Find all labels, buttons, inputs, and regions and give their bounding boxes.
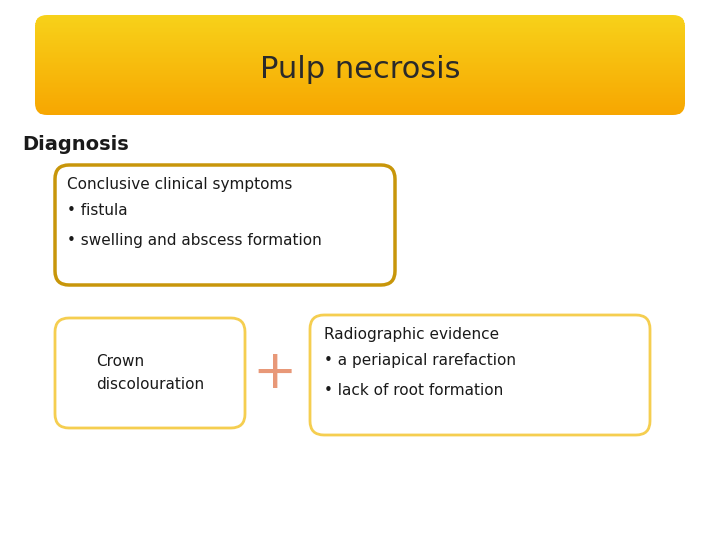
Bar: [35, 102, 685, 104]
Bar: [35, 45, 685, 47]
Text: • fistula: • fistula: [67, 203, 127, 218]
Bar: [35, 77, 685, 79]
Bar: [35, 20, 685, 22]
FancyBboxPatch shape: [310, 315, 650, 435]
Bar: [35, 98, 685, 100]
Bar: [35, 93, 685, 96]
Bar: [35, 89, 685, 91]
Bar: [35, 58, 685, 60]
Text: Pulp necrosis: Pulp necrosis: [260, 56, 460, 84]
Bar: [35, 63, 685, 65]
Bar: [35, 55, 685, 57]
Bar: [35, 72, 685, 74]
Bar: [35, 53, 685, 56]
Bar: [35, 112, 685, 114]
Bar: [35, 83, 685, 85]
Bar: [35, 95, 685, 97]
Bar: [35, 43, 685, 45]
Bar: [35, 97, 685, 99]
Bar: [35, 38, 685, 40]
Text: Conclusive clinical symptoms: Conclusive clinical symptoms: [67, 177, 292, 192]
Bar: [35, 23, 685, 25]
Bar: [35, 62, 685, 64]
Bar: [35, 25, 685, 27]
Bar: [35, 15, 685, 17]
Bar: [35, 37, 685, 39]
Bar: [35, 73, 685, 76]
Text: • swelling and abscess formation: • swelling and abscess formation: [67, 233, 322, 248]
Bar: [35, 17, 685, 19]
Bar: [35, 69, 685, 71]
Text: • lack of root formation: • lack of root formation: [324, 383, 503, 398]
Text: Diagnosis: Diagnosis: [22, 135, 129, 154]
FancyBboxPatch shape: [55, 318, 245, 428]
Bar: [35, 78, 685, 80]
Bar: [35, 109, 685, 111]
Bar: [35, 26, 685, 29]
Bar: [35, 100, 685, 102]
Bar: [35, 32, 685, 34]
Bar: [35, 18, 685, 21]
Bar: [35, 90, 685, 92]
Bar: [35, 113, 685, 116]
Bar: [35, 28, 685, 30]
Bar: [35, 42, 685, 44]
Bar: [35, 60, 685, 62]
Bar: [35, 49, 685, 51]
FancyBboxPatch shape: [55, 165, 395, 285]
Bar: [35, 50, 685, 52]
Bar: [35, 65, 685, 67]
Bar: [35, 105, 685, 107]
Bar: [35, 30, 685, 32]
Bar: [35, 66, 685, 69]
Bar: [35, 82, 685, 84]
Text: Radiographic evidence: Radiographic evidence: [324, 327, 499, 342]
Bar: [35, 57, 685, 59]
Bar: [35, 52, 685, 54]
Bar: [35, 103, 685, 105]
Bar: [35, 80, 685, 82]
Bar: [35, 110, 685, 112]
Text: +: +: [253, 347, 297, 399]
Bar: [35, 35, 685, 37]
Bar: [35, 107, 685, 109]
Text: • a periapical rarefaction: • a periapical rarefaction: [324, 353, 516, 368]
Text: Crown
discolouration: Crown discolouration: [96, 354, 204, 392]
Bar: [35, 85, 685, 87]
Bar: [35, 22, 685, 24]
Bar: [35, 40, 685, 42]
Bar: [35, 46, 685, 49]
Bar: [35, 33, 685, 36]
Bar: [35, 70, 685, 72]
Bar: [35, 75, 685, 77]
Bar: [35, 86, 685, 89]
Bar: [35, 92, 685, 94]
